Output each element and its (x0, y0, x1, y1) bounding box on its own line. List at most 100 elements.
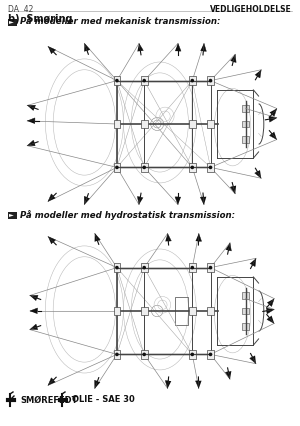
Circle shape (142, 266, 146, 269)
Polygon shape (139, 43, 143, 51)
Polygon shape (30, 295, 38, 298)
Polygon shape (165, 380, 168, 389)
Polygon shape (48, 194, 53, 201)
Text: På modeller med hydrostatisk transmission:: På modeller med hydrostatisk transmissio… (20, 210, 235, 220)
Polygon shape (233, 54, 236, 63)
Text: På modeller med mekanisk transmission:: På modeller med mekanisk transmission: (20, 17, 220, 26)
Polygon shape (233, 186, 236, 194)
Polygon shape (27, 105, 35, 108)
Bar (8, 19, 17, 26)
Polygon shape (30, 296, 37, 301)
Polygon shape (203, 43, 206, 52)
Polygon shape (203, 197, 206, 204)
Bar (176, 297, 188, 325)
Polygon shape (250, 357, 256, 364)
Polygon shape (230, 186, 235, 194)
Polygon shape (196, 233, 199, 241)
Polygon shape (225, 371, 230, 379)
Bar (189, 120, 196, 128)
Circle shape (209, 266, 212, 269)
Text: DA  42: DA 42 (8, 5, 33, 14)
Text: ►: ► (9, 213, 14, 218)
Polygon shape (84, 197, 90, 204)
Polygon shape (27, 118, 35, 121)
Polygon shape (95, 381, 100, 389)
Polygon shape (269, 316, 274, 323)
Polygon shape (200, 43, 204, 51)
Circle shape (190, 266, 194, 269)
Polygon shape (168, 381, 171, 389)
Polygon shape (27, 105, 34, 111)
Polygon shape (84, 196, 87, 204)
Polygon shape (95, 233, 100, 241)
Polygon shape (48, 46, 56, 52)
Polygon shape (48, 196, 56, 201)
Bar (189, 350, 196, 359)
Polygon shape (252, 355, 256, 364)
Bar (242, 121, 249, 127)
Bar (189, 307, 196, 315)
Polygon shape (199, 381, 202, 389)
Bar (207, 163, 214, 172)
Polygon shape (175, 43, 178, 51)
Polygon shape (165, 233, 168, 242)
Bar (242, 323, 249, 330)
Bar (242, 308, 249, 314)
Circle shape (115, 166, 119, 169)
Polygon shape (48, 46, 53, 54)
Polygon shape (267, 317, 274, 323)
Bar (242, 105, 249, 112)
Polygon shape (228, 371, 231, 379)
Polygon shape (269, 134, 277, 139)
Polygon shape (252, 258, 256, 267)
Circle shape (115, 353, 119, 356)
Polygon shape (30, 327, 38, 330)
Polygon shape (48, 380, 56, 386)
Polygon shape (30, 324, 37, 330)
Circle shape (190, 353, 194, 356)
Polygon shape (272, 109, 277, 116)
Bar (141, 307, 148, 315)
Circle shape (142, 166, 146, 169)
Polygon shape (139, 197, 143, 204)
Polygon shape (48, 378, 53, 386)
Polygon shape (84, 43, 87, 52)
Circle shape (142, 79, 146, 82)
Text: OLIE - SAE 30: OLIE - SAE 30 (72, 395, 135, 405)
Polygon shape (228, 243, 231, 251)
Polygon shape (168, 233, 171, 241)
Bar (207, 76, 214, 85)
Polygon shape (178, 43, 181, 51)
Bar (113, 76, 120, 85)
Bar (207, 263, 214, 272)
Bar (207, 120, 214, 128)
Polygon shape (84, 43, 90, 51)
Polygon shape (269, 116, 277, 119)
Polygon shape (137, 43, 140, 52)
Polygon shape (94, 233, 98, 242)
Polygon shape (272, 132, 277, 139)
Polygon shape (257, 170, 261, 178)
Polygon shape (94, 380, 98, 389)
Polygon shape (267, 299, 274, 305)
Text: SMØREFEDT: SMØREFEDT (20, 395, 77, 405)
Bar (242, 136, 249, 143)
Circle shape (190, 79, 194, 82)
Polygon shape (30, 308, 38, 311)
Polygon shape (30, 311, 38, 314)
Polygon shape (267, 309, 274, 314)
Bar (113, 307, 120, 315)
Bar (242, 292, 249, 299)
Polygon shape (27, 143, 35, 146)
Circle shape (209, 166, 212, 169)
Bar (207, 350, 214, 359)
Polygon shape (225, 243, 230, 250)
Circle shape (190, 166, 194, 169)
Text: VEDLIGEHOLDELSE: VEDLIGEHOLDELSE (210, 5, 292, 14)
Polygon shape (27, 121, 35, 124)
Circle shape (115, 79, 119, 82)
Bar (141, 76, 148, 85)
Polygon shape (48, 236, 53, 244)
Bar (207, 307, 214, 315)
Bar (189, 76, 196, 85)
